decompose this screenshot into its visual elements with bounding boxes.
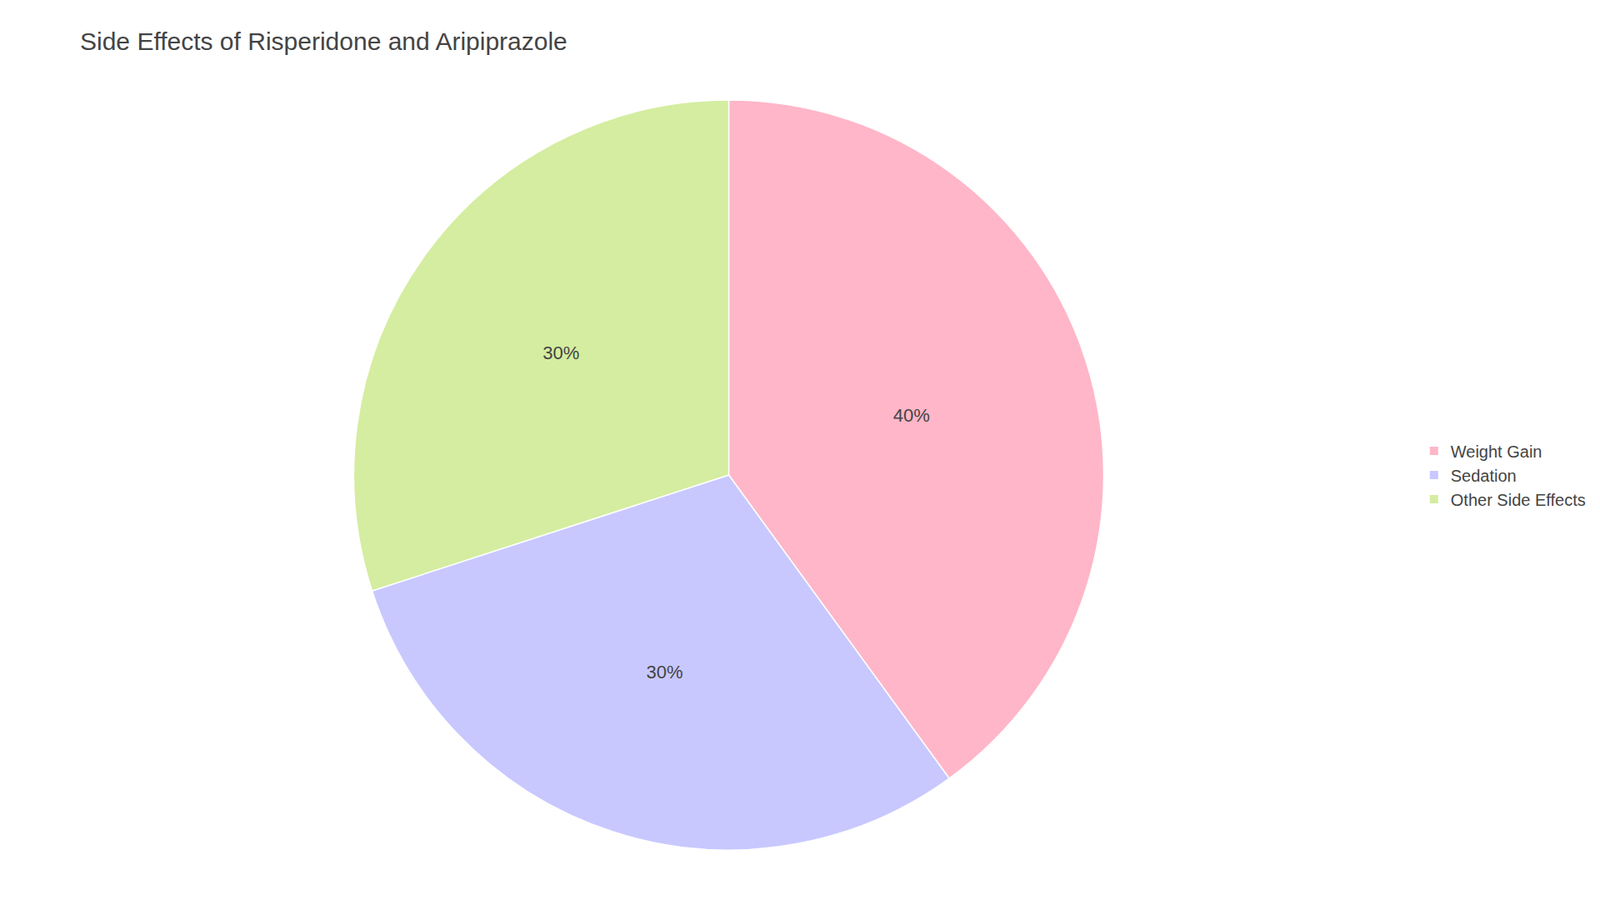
svg-text:30%: 30% <box>542 342 580 364</box>
svg-text:30%: 30% <box>646 661 684 683</box>
svg-text:Other Side Effects: Other Side Effects <box>1450 490 1586 510</box>
svg-text:Weight Gain: Weight Gain <box>1450 442 1543 461</box>
svg-text:Sedation: Sedation <box>1450 466 1517 485</box>
svg-text:40%: 40% <box>893 405 930 426</box>
svg-text:Side Effects of Risperidone an: Side Effects of Risperidone and Aripipra… <box>80 27 568 55</box>
